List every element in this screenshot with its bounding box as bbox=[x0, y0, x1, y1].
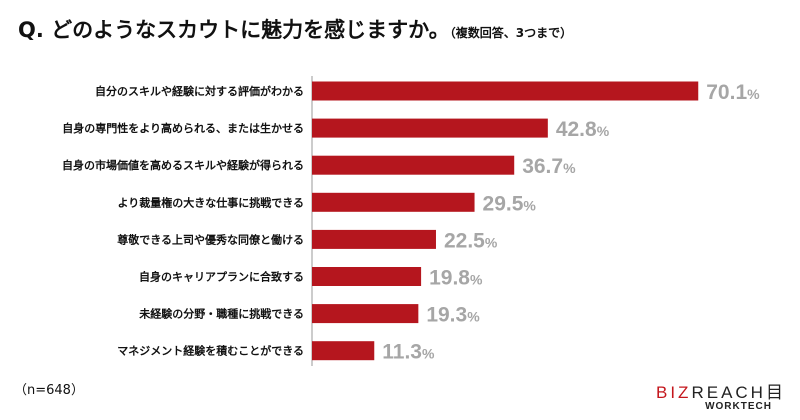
category-label: マネジメント経験を積むことができる bbox=[117, 344, 304, 358]
category-label: 自分のスキルや経験に対する評価がわかる bbox=[95, 84, 304, 98]
category-label: 自身のキャリアプランに合致する bbox=[139, 270, 304, 284]
title-text: Q. どのようなスカウトに魅力を感じますか。 bbox=[18, 18, 450, 42]
category-label: 自身の市場価値を高めるスキルや経験が得られる bbox=[62, 158, 304, 172]
bar bbox=[312, 304, 419, 324]
sample-size-note: （n=648） bbox=[14, 383, 84, 398]
data-label: 19.8% bbox=[429, 267, 483, 290]
bar bbox=[312, 192, 475, 212]
subtitle: （複数回答、3つまで） bbox=[449, 26, 573, 40]
data-label: 19.3% bbox=[426, 304, 480, 327]
data-label: 11.3% bbox=[382, 341, 435, 364]
category-label: 尊敬できる上司や優秀な同僚と働ける bbox=[117, 232, 304, 246]
category-label: 自身の専門性をより高められる、または生かせる bbox=[62, 121, 304, 135]
bar bbox=[312, 81, 699, 101]
bar bbox=[312, 118, 548, 138]
chart-title: Q. どのようなスカウトに魅力を感じますか。（複数回答、3つまで） bbox=[18, 14, 572, 44]
bizreach-worktech-logo: BIZREACH目 WORKTECH bbox=[656, 383, 786, 412]
data-label: 70.1% bbox=[706, 81, 760, 104]
category-label: 未経験の分野・職種に挑戦できる bbox=[138, 307, 304, 321]
data-label: 22.5% bbox=[444, 229, 498, 252]
data-label: 42.8% bbox=[556, 118, 610, 141]
data-label: 36.7% bbox=[522, 155, 576, 178]
bar bbox=[312, 341, 375, 361]
bar bbox=[312, 229, 436, 249]
bar bbox=[312, 155, 515, 175]
category-label: より裁量権の大きな仕事に挑戦できる bbox=[117, 195, 304, 209]
data-label: 29.5% bbox=[483, 192, 537, 215]
bar bbox=[312, 267, 422, 286]
